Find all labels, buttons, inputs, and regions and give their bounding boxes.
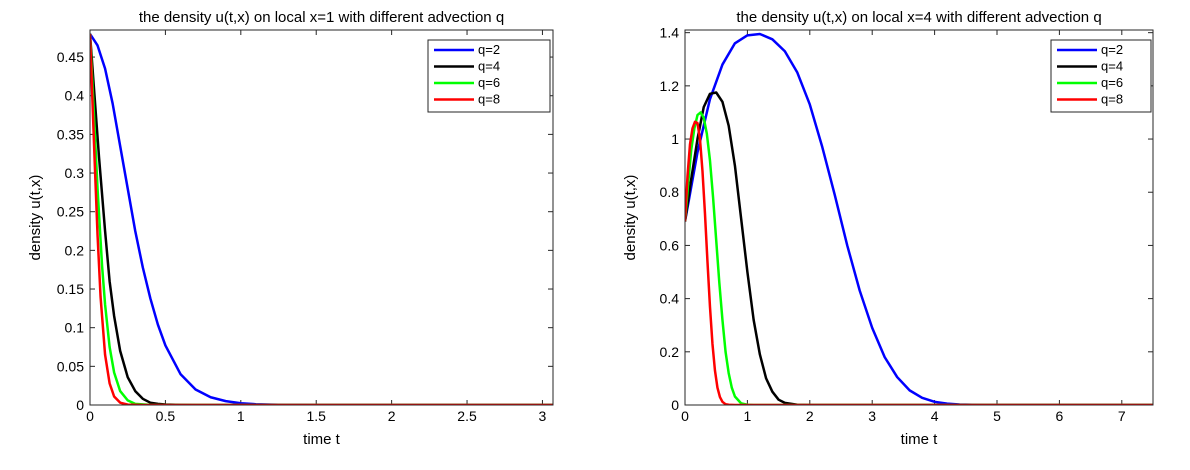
chart-1-xtick-label: 0.5: [156, 408, 176, 424]
chart-1-ytick-label: 0.25: [57, 204, 84, 220]
chart-2-ytick-label: 1.4: [660, 25, 680, 41]
chart-1-ytick-label: 0.35: [57, 126, 84, 142]
chart-1-xlabel: time t: [303, 431, 341, 448]
chart-2-ytick-label: 1.2: [660, 78, 680, 94]
chart-2-xtick-label: 5: [993, 408, 1001, 424]
chart-1-legend: q=2 q=4q=6 q=8: [427, 39, 551, 113]
chart-1-xtick-label: 3: [539, 408, 547, 424]
chart-2-xtick-label: 0: [681, 408, 689, 424]
chart-1-xtick-label: 0: [86, 408, 94, 424]
chart-2-xtick-label: 1: [744, 408, 752, 424]
chart-2-xlabel: time t: [901, 431, 939, 448]
chart-1-legend-label: q=2: [478, 42, 500, 57]
chart-2-ylabel: density u(t,x): [622, 175, 639, 261]
density-chart-x4: the density u(t,x) on local x=4 with dif…: [622, 9, 1154, 448]
chart-2-xtick-label: 7: [1118, 408, 1126, 424]
chart-1-legend-label: q=4: [478, 59, 500, 74]
chart-1-ytick-label: 0.3: [65, 165, 85, 181]
chart-2-xtick-label: 2: [806, 408, 814, 424]
chart-2-ytick-label: 0.2: [660, 344, 680, 360]
chart-1-xtick-label: 1: [237, 408, 245, 424]
chart-1-ytick-label: 0.05: [57, 358, 84, 374]
chart-2-legend-label: q=4: [1101, 59, 1123, 74]
chart-1-ytick-label: 0.1: [65, 320, 85, 336]
chart-2-ytick-label: 1: [671, 131, 679, 147]
chart-2-ytick-label: 0.4: [660, 291, 680, 307]
chart-1-ytick-label: 0.45: [57, 49, 84, 65]
chart-2-legend-label: q=6: [1101, 75, 1123, 90]
chart-1-axes-box: [89, 29, 554, 406]
chart-panel-x1: the density u(t,x) on local x=1 with dif…: [27, 9, 554, 448]
density-chart-x1: the density u(t,x) on local x=1 with dif…: [27, 9, 554, 448]
chart-2-legend: q=2 q=4q=6 q=8: [1050, 39, 1152, 113]
chart-1-ytick-label: 0.15: [57, 281, 84, 297]
chart-panel-x4: the density u(t,x) on local x=4 with dif…: [595, 0, 1190, 470]
chart-2-axes-box: [684, 29, 1154, 406]
chart-1-xtick-label: 2.5: [457, 408, 477, 424]
chart-1-legend-label: q=8: [478, 92, 500, 107]
chart-1-ytick-label: 0: [76, 397, 84, 413]
chart-1-ytick-label: 0.2: [65, 242, 85, 258]
chart-2-series-line-q=4: [685, 91, 1153, 405]
chart-2-xtick-label: 3: [868, 408, 876, 424]
chart-1-legend-label: q=6: [478, 75, 500, 90]
chart-2-legend-label: q=2: [1101, 42, 1123, 57]
chart-2-title: the density u(t,x) on local x=4 with dif…: [736, 9, 1101, 26]
chart-2-series-line-q=8: [685, 120, 1153, 405]
chart-1-xtick-label: 1.5: [306, 408, 326, 424]
chart-2-xtick-label: 4: [931, 408, 939, 424]
chart-2-ytick-label: 0.8: [660, 184, 680, 200]
chart-1-title: the density u(t,x) on local x=1 with dif…: [139, 9, 504, 26]
chart-2-ytick-label: 0: [671, 397, 679, 413]
chart-1-xtick-label: 2: [388, 408, 396, 424]
chart-2-legend-label: q=8: [1101, 92, 1123, 107]
chart-1-ytick-label: 0.4: [65, 88, 85, 104]
chart-1-ylabel: density u(t,x): [27, 175, 44, 261]
chart-2-ytick-label: 0.6: [660, 237, 680, 253]
chart-2-xtick-label: 6: [1056, 408, 1064, 424]
